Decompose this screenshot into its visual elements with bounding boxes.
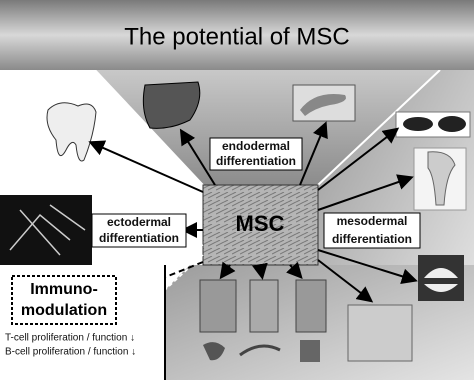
- immuno-box: [11, 275, 117, 325]
- joint-icon: [424, 268, 458, 292]
- label-box: [323, 212, 421, 249]
- tissue-icon: [403, 117, 433, 131]
- pancreas-icon: [300, 94, 346, 116]
- title: The potential of MSC: [124, 23, 349, 50]
- liver-icon: [142, 81, 201, 129]
- neuron-icon: [9, 204, 86, 256]
- branch-label: differentiation: [99, 231, 179, 245]
- effect: T-cell proliferation / function ↓: [5, 333, 135, 344]
- dashed-lines: [149, 244, 204, 291]
- center-label: MSC: [236, 211, 285, 236]
- branch-label: differentiation: [332, 232, 412, 246]
- cell-icon: [300, 340, 320, 362]
- branch-label: endodermal: [222, 139, 290, 153]
- immuno-label: Immuno-: [30, 281, 98, 298]
- immuno-label: modulation: [21, 302, 107, 319]
- label-box: [91, 213, 187, 248]
- neuron-image: [0, 195, 92, 267]
- effect: B-cell proliferation / function ↓: [5, 347, 136, 358]
- branch-label: ectodermal: [107, 215, 171, 229]
- cartilage-image: [347, 304, 413, 362]
- vessel-icon: [239, 344, 281, 357]
- bone-icon: [427, 151, 456, 206]
- divider: [94, 69, 204, 186]
- muscle-icon: [295, 279, 327, 333]
- tooth-icon: [46, 102, 97, 162]
- heart-icon: [203, 342, 225, 361]
- branch-label: mesodermal: [337, 214, 408, 228]
- muscle-icon: [199, 279, 237, 333]
- label-box: [209, 137, 303, 171]
- arrows: [88, 121, 418, 303]
- tissue-icon: [438, 116, 466, 132]
- header-band: [0, 0, 474, 70]
- branch-label: differentiation: [216, 154, 296, 168]
- muscle-icon: [249, 279, 279, 333]
- divider: [317, 69, 441, 186]
